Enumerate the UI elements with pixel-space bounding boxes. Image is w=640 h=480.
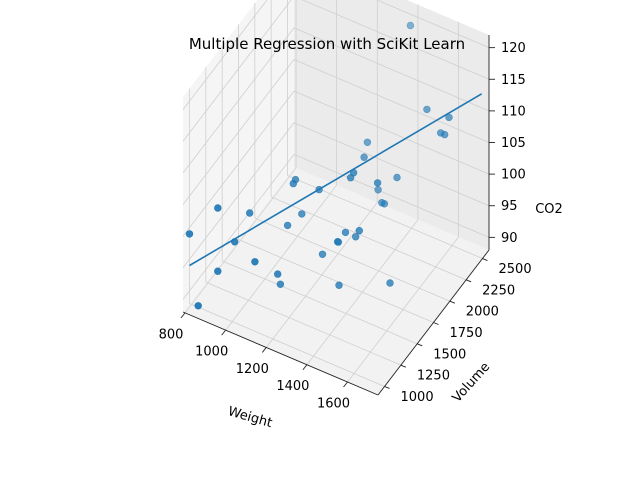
y-tick-label: 1500 bbox=[433, 347, 466, 362]
tick-mark bbox=[449, 300, 455, 304]
data-point bbox=[341, 228, 350, 237]
grid-z-back bbox=[293, 27, 490, 112]
tick-mark bbox=[180, 312, 186, 319]
tick-mark bbox=[343, 381, 348, 388]
grid-z-left bbox=[182, 27, 295, 174]
grid-y-floor bbox=[222, 260, 418, 345]
z-tick-label: 95 bbox=[501, 199, 518, 214]
regression-line bbox=[189, 93, 483, 267]
grid-z-left bbox=[182, 154, 295, 300]
tick-mark bbox=[400, 364, 407, 368]
z-axis-label: CO2 bbox=[535, 202, 563, 217]
z-tick-label: 110 bbox=[501, 104, 526, 119]
x-tick-label: 1600 bbox=[317, 397, 350, 412]
data-point bbox=[251, 258, 259, 266]
grid-lines bbox=[182, 0, 490, 387]
tick-mark bbox=[384, 386, 390, 389]
data-point bbox=[335, 281, 343, 289]
chart-title: Multiple Regression with SciKit Learn bbox=[189, 35, 465, 53]
grid-y-floor bbox=[270, 196, 467, 281]
data-point bbox=[386, 279, 394, 287]
z-tick-label: 100 bbox=[501, 168, 526, 183]
tick-mark bbox=[302, 364, 308, 371]
y-tick-label: 2250 bbox=[482, 283, 515, 298]
tick-mark bbox=[433, 322, 439, 325]
data-marks bbox=[185, 21, 483, 310]
axis-panes bbox=[183, 0, 489, 395]
grid-z-back bbox=[293, 153, 490, 238]
z-tick-label: 105 bbox=[501, 136, 526, 151]
data-point bbox=[355, 227, 363, 235]
data-point bbox=[406, 21, 415, 30]
y-tick-label: 1250 bbox=[417, 369, 450, 384]
data-point bbox=[214, 204, 222, 212]
tick-mark bbox=[482, 258, 488, 261]
z-tick-label: 115 bbox=[501, 73, 526, 88]
x-tick-label: 1400 bbox=[276, 379, 309, 394]
data-point bbox=[276, 280, 285, 288]
data-point bbox=[445, 113, 453, 122]
data-point bbox=[298, 210, 306, 218]
x-axis-label: Weight bbox=[226, 404, 274, 431]
y-tick-label: 2000 bbox=[466, 305, 499, 320]
grid-z-back bbox=[301, 0, 490, 80]
data-point bbox=[437, 129, 445, 137]
x-tick-label: 1000 bbox=[195, 345, 228, 360]
data-point bbox=[378, 199, 386, 207]
grid-y-floor bbox=[189, 303, 385, 387]
grid-z-left bbox=[182, 59, 295, 205]
tick-mark bbox=[221, 329, 227, 336]
x-tick-label: 800 bbox=[159, 327, 184, 342]
grid-z-left bbox=[182, 122, 295, 268]
grid-z-left bbox=[182, 90, 295, 237]
data-point bbox=[194, 302, 202, 310]
y-tick-label: 2500 bbox=[499, 262, 532, 277]
grid-z-back bbox=[293, 59, 490, 143]
data-point bbox=[352, 233, 360, 241]
data-point bbox=[363, 138, 372, 147]
data-point bbox=[185, 230, 194, 238]
y-tick-label: 1000 bbox=[401, 390, 434, 405]
grid-y-floor bbox=[205, 281, 402, 366]
grid-y-floor bbox=[238, 239, 434, 323]
tick-mark bbox=[465, 279, 472, 283]
grid-z-left bbox=[182, 0, 292, 142]
tick-mark bbox=[261, 347, 267, 353]
data-point bbox=[374, 186, 382, 194]
pane-back bbox=[294, 0, 489, 250]
data-point bbox=[318, 250, 327, 259]
grid-z-back bbox=[293, 90, 490, 175]
data-point bbox=[289, 179, 297, 188]
data-point bbox=[393, 173, 401, 182]
tick-labels: 800 1000 1200 1400 1600 1000 1250 1500 1750 2000 2… bbox=[159, 41, 532, 411]
grid-y-floor bbox=[254, 217, 450, 302]
data-point bbox=[246, 209, 254, 217]
grid-z-back bbox=[293, 122, 490, 207]
data-point bbox=[334, 238, 343, 246]
grid-z-back bbox=[376, 0, 490, 49]
data-point bbox=[274, 270, 282, 278]
tick-mark bbox=[417, 343, 423, 347]
data-point bbox=[423, 105, 431, 114]
data-point bbox=[214, 267, 222, 275]
x-tick-label: 1200 bbox=[236, 362, 269, 377]
data-point bbox=[373, 179, 382, 187]
z-tick-label: 90 bbox=[501, 231, 518, 246]
x-axis-line bbox=[182, 311, 379, 396]
y-tick-label: 1750 bbox=[450, 326, 483, 341]
y-axis-label: Volume bbox=[450, 360, 494, 406]
grid-z-left bbox=[182, 0, 268, 110]
data-point bbox=[360, 153, 368, 161]
z-tick-label: 120 bbox=[501, 41, 526, 56]
data-point bbox=[283, 221, 292, 230]
